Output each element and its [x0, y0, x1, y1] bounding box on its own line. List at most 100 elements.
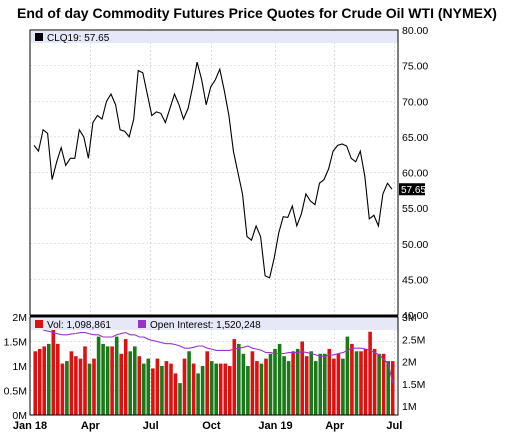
oi-legend-swatch: [138, 320, 146, 328]
panel-frames: [29, 29, 399, 416]
price-line: [33, 61, 393, 279]
volume-bar: [345, 336, 350, 415]
volume-bar: [313, 361, 318, 415]
vol-legend-swatch: [35, 320, 43, 328]
volume-left-tick: 0M: [12, 410, 27, 422]
volume-bar: [164, 361, 169, 415]
volume-bar: [327, 348, 332, 415]
volume-bar: [304, 356, 309, 415]
price-panel: 57.65: [33, 61, 426, 279]
volume-left-tick: 1M: [12, 361, 27, 373]
x-tick-label: Apr: [81, 420, 101, 432]
volume-bar: [354, 351, 359, 415]
price-y-tick: 75.00: [402, 61, 428, 73]
legends: CLQ19: 57.65 Vol: 1,098,861 Open Interes…: [31, 31, 398, 331]
price-legend-bar: [31, 31, 398, 43]
axes: 80.00 75.00 70.00 65.00 60.00 55.00 50.00 45.00…: [4, 25, 429, 432]
vol-legend-label: Vol: 1,098,861: [47, 320, 111, 331]
chart-title: End of day Commodity Futures Price Quote…: [17, 5, 497, 21]
volume-bar: [169, 363, 173, 415]
volume-bar: [282, 356, 286, 415]
volume-bar: [42, 346, 46, 415]
volume-bar: [350, 343, 354, 415]
volume-bar: [214, 363, 218, 415]
volume-bar: [295, 348, 300, 415]
volume-right-tick: 1.5M: [402, 379, 425, 391]
volume-bar: [33, 351, 37, 415]
volume-bar: [363, 348, 368, 415]
price-legend-label: CLQ19: 57.65: [47, 33, 110, 44]
volume-bar: [92, 358, 96, 415]
price-y-tick: 45.00: [402, 274, 428, 286]
oi-legend-label: Open Interest: 1,520,248: [150, 320, 261, 331]
price-y-tick: 80.00: [402, 25, 428, 37]
volume-bar: [232, 339, 237, 415]
volume-bar: [237, 343, 241, 415]
volume-bar: [223, 363, 228, 415]
volume-bar: [178, 383, 182, 415]
volume-bar: [74, 356, 78, 415]
last-value-label: 57.65: [401, 185, 426, 196]
volume-bar: [51, 329, 56, 416]
volume-right-tick: 2.5M: [402, 334, 425, 346]
volume-bar: [160, 366, 164, 415]
volume-bar: [286, 361, 291, 415]
x-tick-label: Jan 18: [13, 420, 47, 432]
volume-bar: [381, 353, 386, 416]
volume-bar: [205, 351, 209, 415]
volume-bar: [187, 351, 191, 415]
x-tick-label: Jul: [143, 420, 159, 432]
volume-bar: [69, 351, 74, 415]
volume-left-tick: 1.5M: [4, 337, 27, 349]
volume-bar: [250, 351, 255, 415]
volume-bar: [151, 368, 155, 415]
last-value-box: [399, 183, 425, 196]
volume-left-tick: 2M: [12, 312, 27, 324]
volume-bar: [60, 363, 65, 415]
volume-right-tick: 1M: [402, 401, 417, 413]
volume-bar: [96, 336, 101, 415]
volume-bar: [341, 358, 345, 415]
volume-bar: [372, 348, 377, 415]
x-tick-label: Jul: [386, 420, 402, 432]
volume-bar: [218, 363, 223, 415]
open-interest-line: [35, 327, 394, 384]
volume-bar: [377, 353, 381, 416]
volume-bar: [119, 353, 123, 416]
volume-bar: [123, 339, 128, 415]
volume-bar: [114, 336, 119, 415]
volume-bar: [173, 373, 178, 415]
volume-bar: [87, 363, 92, 415]
volume-bar: [228, 366, 232, 415]
volume-bar: [146, 358, 151, 415]
volume-bar: [246, 366, 250, 415]
x-tick-label: Jan 19: [258, 420, 292, 432]
price-y-tick: 55.00: [402, 203, 428, 215]
volume-bar: [128, 351, 132, 415]
volume-bar: [277, 343, 282, 415]
volume-panel: [33, 327, 395, 416]
volume-bar: [65, 361, 69, 415]
volume-bar: [105, 346, 110, 415]
price-legend-swatch: [35, 33, 43, 41]
x-tick-label: Oct: [202, 420, 221, 432]
volume-bar: [191, 363, 196, 415]
volume-bar: [155, 358, 160, 415]
volume-bar: [336, 353, 341, 416]
volume-bar: [101, 343, 105, 415]
volume-bar: [209, 361, 214, 415]
volume-legend-bar: [31, 318, 398, 330]
volume-bar: [56, 343, 60, 415]
x-tick-label: Apr: [325, 420, 345, 432]
volume-bar: [291, 351, 295, 415]
volume-bar: [78, 358, 83, 415]
volume-bar: [47, 343, 51, 415]
volume-bar: [83, 346, 87, 415]
volume-bar: [359, 351, 363, 415]
volume-bar: [241, 353, 246, 416]
volume-bar: [182, 358, 187, 415]
volume-bar: [133, 346, 137, 415]
volume-bar: [264, 358, 268, 415]
volume-bar: [259, 363, 264, 415]
price-y-tick: 40.00: [402, 310, 428, 322]
